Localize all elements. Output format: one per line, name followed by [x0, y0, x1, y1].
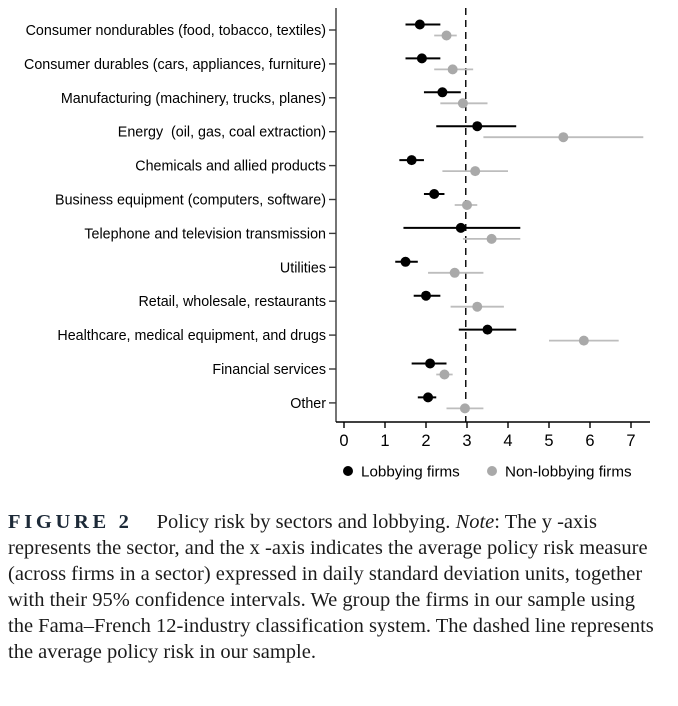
- sector-label: Manufacturing (machinery, trucks, planes…: [61, 91, 326, 107]
- figure-caption: FIGURE 2 Policy risk by sectors and lobby…: [8, 509, 663, 665]
- sector-label: Consumer durables (cars, appliances, fur…: [24, 57, 326, 73]
- x-tick-label: 7: [626, 432, 635, 450]
- sector-label: Consumer nondurables (food, tobacco, tex…: [26, 23, 326, 39]
- point-lobbying: [406, 155, 417, 166]
- legend-lobbying-label: Lobbying firms: [361, 464, 460, 481]
- point-non-lobbying: [457, 98, 468, 109]
- figure-title: Policy risk by sectors and lobbying.: [156, 511, 451, 533]
- x-tick-label: 4: [503, 432, 512, 450]
- point-lobbying: [421, 290, 431, 301]
- sector-label: Chemicals and allied products: [135, 159, 326, 175]
- legend-non-lobbying-dot: [487, 466, 497, 476]
- note-label: Note: [455, 511, 495, 533]
- point-non-lobbying: [472, 301, 483, 312]
- sector-label: Utilities: [280, 260, 326, 276]
- point-lobbying: [429, 189, 440, 199]
- point-non-lobbying: [439, 369, 450, 380]
- figure-number-label: FIGURE 2: [8, 511, 133, 533]
- point-non-lobbying: [459, 403, 470, 414]
- legend-lobbying-dot: [343, 466, 353, 476]
- point-non-lobbying: [578, 335, 589, 346]
- point-lobbying: [400, 256, 411, 267]
- x-tick-label: 0: [339, 432, 348, 450]
- point-non-lobbying: [449, 267, 460, 278]
- point-lobbying: [414, 19, 425, 30]
- sector-label: Other: [290, 396, 326, 412]
- sector-label: Healthcare, medical equipment, and drugs: [57, 328, 326, 344]
- x-tick-label: 6: [585, 432, 594, 450]
- point-lobbying: [455, 222, 466, 233]
- sector-label: Business equipment (computers, software): [55, 193, 326, 209]
- point-lobbying: [425, 358, 436, 369]
- sector-label: Energy (oil, gas, coal extraction): [118, 125, 326, 141]
- sector-label: Retail, wholesale, restaurants: [138, 294, 326, 310]
- x-tick-label: 2: [421, 432, 430, 450]
- x-tick-label: 3: [462, 432, 471, 450]
- point-lobbying: [423, 392, 434, 403]
- point-non-lobbying: [441, 30, 452, 41]
- note-text: : The y -axis represents the sector, and…: [8, 511, 654, 664]
- point-non-lobbying: [558, 132, 569, 143]
- point-lobbying: [482, 324, 493, 335]
- figure-2-panel: 0 1 2 3 4 5 6 7 Consumer nondurables (food, toba…: [8, 8, 663, 665]
- point-non-lobbying: [486, 233, 497, 244]
- x-tick-label: 1: [380, 432, 389, 450]
- point-non-lobbying: [447, 64, 458, 75]
- point-lobbying: [472, 121, 483, 132]
- legend-non-lobbying-label: Non-lobbying firms: [505, 464, 632, 481]
- point-lobbying: [416, 53, 427, 64]
- sector-label: Telephone and television transmission: [84, 226, 326, 242]
- point-non-lobbying: [462, 200, 472, 210]
- point-non-lobbying: [470, 166, 481, 177]
- forest-plot: 0 1 2 3 4 5 6 7 Consumer nondurables (food, toba…: [24, 8, 650, 481]
- point-lobbying: [437, 87, 448, 98]
- x-tick-label: 5: [544, 432, 553, 450]
- sector-label: Financial services: [212, 362, 326, 378]
